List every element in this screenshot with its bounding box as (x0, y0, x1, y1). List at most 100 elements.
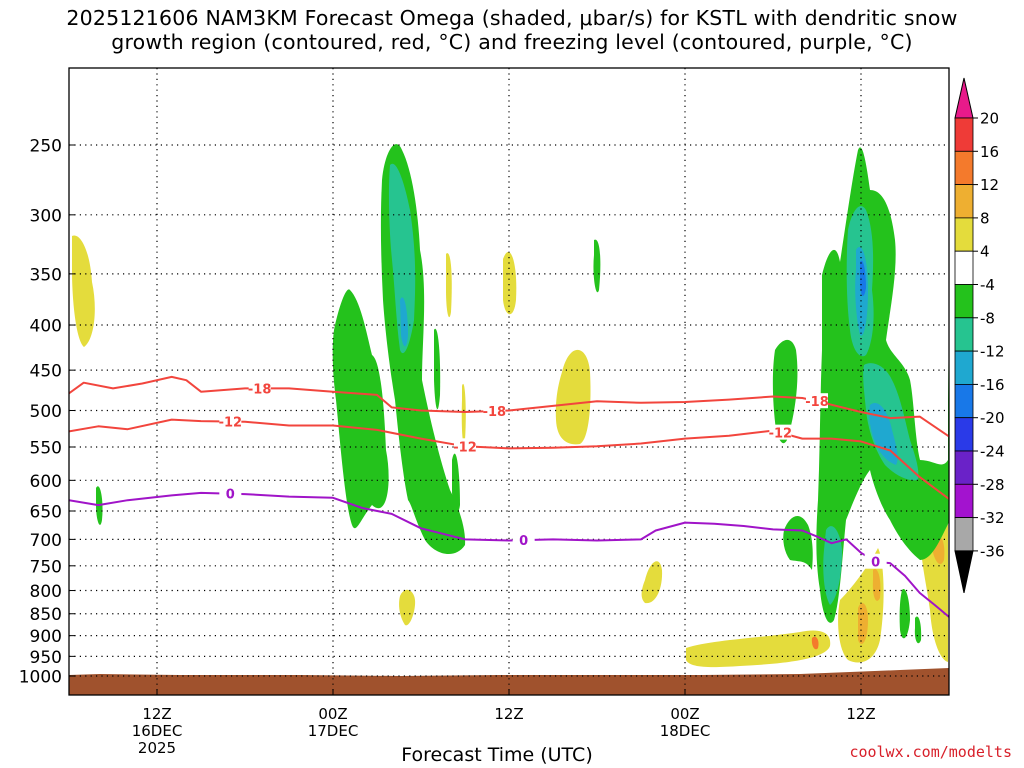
contour-label-bg (219, 485, 242, 501)
contour-label-bg (864, 553, 887, 569)
omega-blob (434, 328, 441, 410)
x-tick-label: 12Z (846, 705, 875, 723)
omega-blob (772, 339, 798, 444)
x-tick-label: 12Z (494, 705, 523, 723)
omega-blob (783, 515, 813, 570)
x-tick-label: 18DEC (660, 722, 711, 740)
colorbar-segment (954, 117, 974, 152)
contour-label-bg (769, 424, 792, 440)
ground-surface (69, 668, 949, 695)
omega-blob (555, 349, 591, 445)
x-tick-label: 00Z (318, 705, 347, 723)
omega-blob (503, 252, 517, 315)
x-axis-title: Forecast Time (UTC) (401, 744, 593, 766)
contour-label: -18 (248, 382, 272, 397)
y-tick-label: 650 (30, 502, 62, 522)
colorbar-segment (954, 250, 974, 285)
colorbar-top-arrow (954, 77, 974, 119)
omega-blob (914, 616, 922, 644)
omega-blob (400, 297, 408, 347)
colorbar-bottom-arrow (954, 550, 974, 594)
y-axis: 2503003504004505005506006507007508008509… (19, 137, 75, 688)
colorbar-segment (954, 350, 974, 385)
omega-blob (858, 603, 868, 644)
contour-label: 0 (226, 488, 235, 503)
colorbar-label: 20 (980, 110, 999, 128)
colorbar-label: -24 (980, 443, 1005, 461)
contour-label-bg (483, 403, 506, 419)
grid (69, 68, 949, 695)
contour-label-bg (806, 393, 828, 409)
contour-label-bg (454, 438, 476, 454)
contour-label: 0 (519, 534, 528, 549)
omega-blob (332, 289, 389, 529)
y-tick-label: 750 (30, 557, 62, 577)
omega-blob (823, 526, 842, 605)
colorbar-segment (954, 450, 974, 485)
y-tick-label: 950 (30, 648, 62, 668)
colorbar-label: 12 (980, 176, 999, 194)
contour-label: -18 (805, 395, 829, 410)
omega-blob (388, 163, 416, 354)
omega-blob (872, 569, 881, 601)
contour-label-bg (512, 532, 535, 548)
y-tick-label: 400 (30, 317, 62, 337)
y-tick-label: 250 (30, 137, 62, 157)
colorbar-label: -32 (980, 509, 1005, 527)
contour-label-bg (248, 380, 271, 396)
colorbar-label: 16 (980, 143, 999, 161)
y-tick-label: 550 (30, 439, 62, 459)
colorbar-segment (954, 284, 974, 319)
omega-blob (399, 589, 416, 626)
x-tick-label: 2025 (138, 739, 176, 757)
colorbar-segment (954, 150, 974, 186)
x-tick-label: 12Z (142, 705, 171, 723)
colorbar-segment (954, 317, 974, 352)
omega-blob (869, 402, 898, 465)
omega-blob (461, 383, 466, 444)
colorbar-segment (954, 417, 974, 452)
y-tick-label: 900 (30, 627, 62, 647)
omega-blob (72, 235, 95, 347)
colorbar: 20 16 12 8 4 -4 -8 -12 -16 -20 -24 -28 -32 -36 (954, 77, 1005, 594)
omega-blob (452, 453, 460, 513)
y-tick-label: 700 (30, 531, 62, 551)
colorbar-label: 4 (980, 243, 990, 261)
colorbar-segment (954, 483, 974, 518)
omega-blob (899, 589, 910, 639)
colorbar-label: -12 (980, 343, 1005, 361)
contour-dendritic-bottom (69, 418, 949, 500)
colorbar-label: -16 (980, 376, 1005, 394)
x-tick-label: 17DEC (308, 722, 359, 740)
colorbar-label: -28 (980, 476, 1005, 494)
contour-label-bg (219, 413, 242, 429)
plot-frame (68, 67, 950, 696)
omega-blob (811, 636, 819, 650)
x-tick-label: 00Z (670, 705, 699, 723)
contour-label: 0 (871, 556, 880, 571)
colorbar-segment (954, 383, 974, 419)
omega-blob (686, 630, 831, 668)
y-tick-label: 450 (30, 362, 62, 382)
omega-blob (593, 239, 601, 293)
colorbar-segment (954, 184, 974, 219)
y-tick-label: 1000 (19, 668, 62, 688)
contour-label: -12 (769, 427, 793, 442)
omega-blob (860, 260, 866, 296)
colorbar-segment (954, 517, 974, 552)
chart-title-line-1: 2025121606 NAM3KM Forecast Omega (shaded… (66, 6, 958, 30)
contour-label: -18 (483, 405, 507, 420)
colorbar-segment (954, 217, 974, 252)
x-tick-label: 16DEC (132, 722, 183, 740)
omega-blob (641, 561, 663, 604)
contour-lines: -18 -18 -18 -12 -12 -12 0 0 0 (69, 375, 949, 618)
y-tick-label: 500 (30, 402, 62, 422)
colorbar-label: 8 (980, 209, 990, 227)
y-tick-label: 300 (30, 206, 62, 226)
y-tick-label: 600 (30, 472, 62, 492)
colorbar-label: -4 (980, 276, 995, 294)
credit-text[interactable]: coolwx.com/modelts (849, 743, 1012, 761)
colorbar-label: -36 (980, 542, 1005, 560)
